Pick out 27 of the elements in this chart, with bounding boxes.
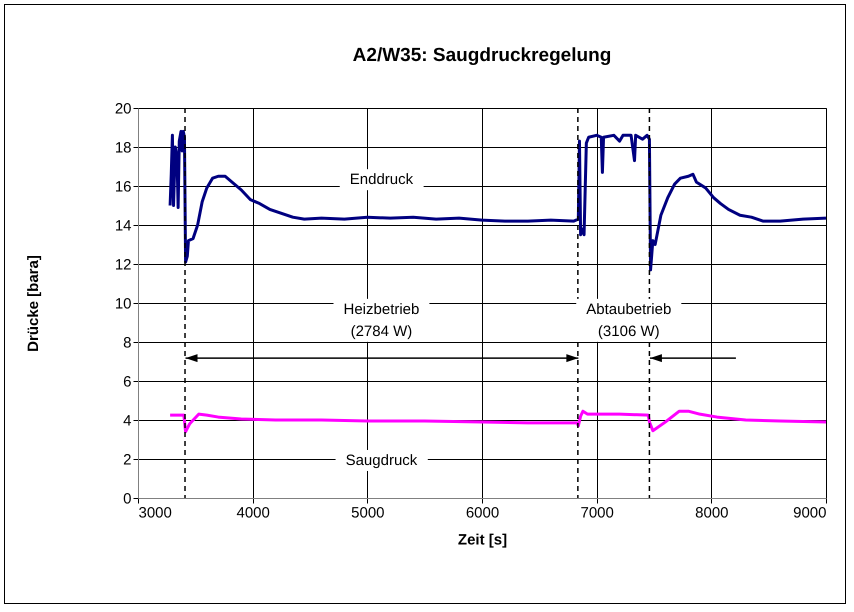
x-tick-label: 7000 bbox=[580, 504, 614, 522]
y-tick-label: 2 bbox=[123, 452, 132, 468]
y-tick-label: 12 bbox=[114, 256, 132, 274]
line-series bbox=[168, 410, 828, 434]
series-label: Enddruck bbox=[350, 171, 414, 188]
y-tick-label: 4 bbox=[123, 412, 132, 430]
x-axis-title: Zeit [s] bbox=[458, 532, 508, 548]
line-series bbox=[168, 130, 828, 272]
x-tick-label: 6000 bbox=[466, 504, 500, 522]
y-tick-label: 0 bbox=[123, 490, 132, 508]
y-tick-label: 6 bbox=[123, 374, 132, 390]
x-tick-label: 3000 bbox=[138, 504, 172, 522]
y-tick-label: 8 bbox=[123, 334, 132, 352]
y-axis-title: Drücke [bara] bbox=[24, 255, 42, 352]
y-tick-label: 10 bbox=[114, 296, 132, 312]
y-tick-label: 16 bbox=[114, 178, 132, 196]
x-tick-label: 8000 bbox=[695, 504, 729, 522]
x-tick-label: 4000 bbox=[236, 504, 270, 522]
text: Saugdruck bbox=[346, 452, 418, 469]
y-tick-label: 18 bbox=[114, 140, 132, 156]
x-tick-label: 5000 bbox=[351, 504, 385, 522]
annotation: Abtaubetrieb (3106 W) bbox=[586, 300, 672, 340]
y-tick-label: 20 bbox=[114, 100, 132, 118]
y-tick-label: 14 bbox=[114, 218, 132, 234]
chart-title: A2/W35: Saugdruckregelung bbox=[352, 45, 612, 66]
annotation: Heizbetrieb (2784 W) bbox=[344, 300, 420, 340]
x-tick-label: 9000 bbox=[793, 504, 826, 522]
